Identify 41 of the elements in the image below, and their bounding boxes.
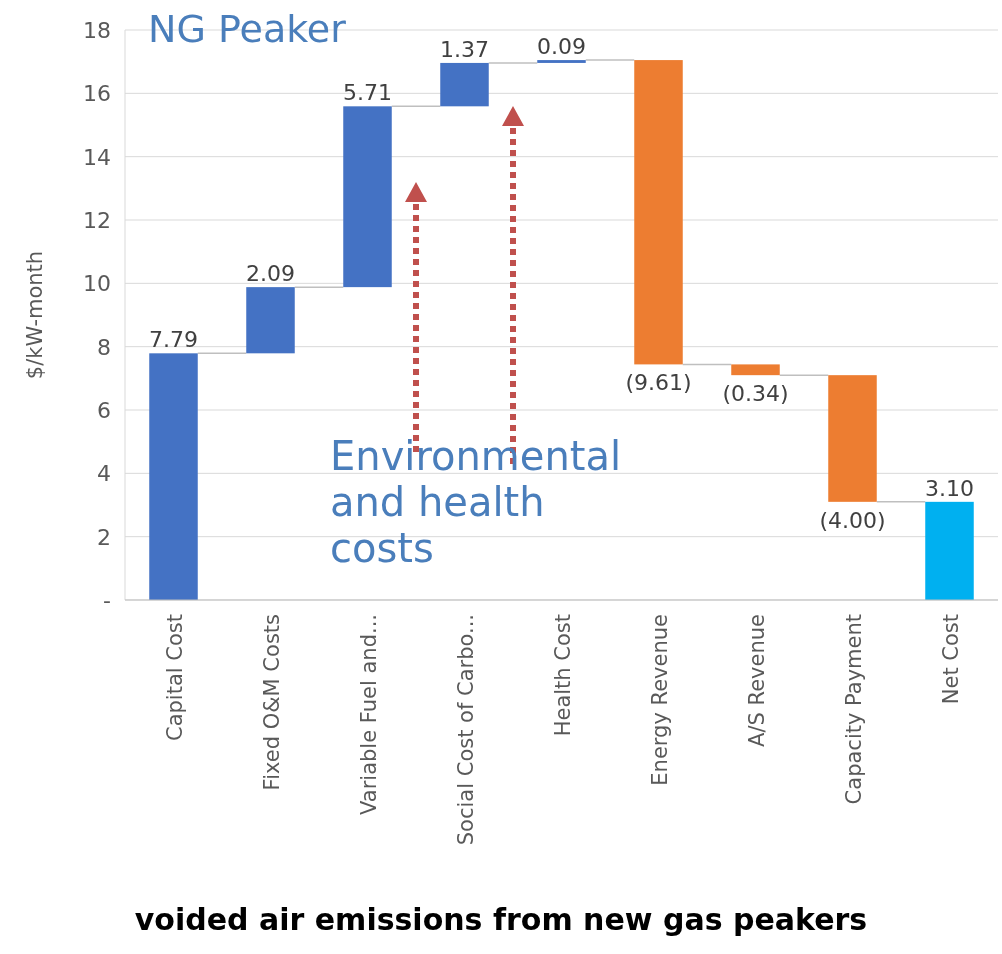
data-label: (4.00) [819,507,886,533]
data-label: 7.79 [149,327,198,353]
y-axis-title: $/kW-month [23,250,47,380]
y-tick-label: 10 [83,271,111,297]
bar [537,60,586,63]
data-label: (9.61) [625,370,692,396]
x-tick-label: Net Cost [938,614,963,705]
y-tick-label: - [103,588,111,613]
x-tick-label: Fixed O&M Costs [259,614,284,791]
x-tick-label: Capacity Payment [841,614,866,805]
text: voided air emissions from new gas peakers [134,902,868,937]
bar [343,106,392,288]
x-tick-label: Energy Revenue [647,614,672,786]
bar [634,60,683,365]
y-tick-label: 6 [97,398,111,423]
y-tick-label: 18 [83,18,111,43]
bar [828,375,877,502]
x-tick-label: Capital Cost [162,614,187,741]
bar [440,62,489,107]
data-label: 3.10 [925,475,974,501]
y-tick-label: 16 [83,81,111,107]
y-tick-label: 4 [97,461,111,487]
bar [925,501,974,600]
data-label: 0.09 [537,34,586,60]
y-tick-label: 12 [83,208,111,233]
y-tick-label: 14 [83,144,111,170]
x-tick-label: Health Cost [550,614,575,737]
bar [246,287,295,354]
data-label: 1.37 [440,36,489,62]
x-tick-label: A/S Revenue [744,614,769,747]
data-label: 5.71 [343,80,392,106]
bar [731,364,780,376]
x-tick-label: Variable Fuel and... [356,614,381,815]
data-label: 2.09 [246,261,295,287]
y-tick-label: 2 [97,524,111,550]
y-tick-label: 8 [97,334,111,360]
x-tick-label: Social Cost of Carbo... [453,614,478,846]
data-label: (0.34) [722,381,789,407]
annotation: NG Peaker [148,7,347,51]
bar [149,353,198,600]
annotation: Environmental and health costs [330,433,622,571]
